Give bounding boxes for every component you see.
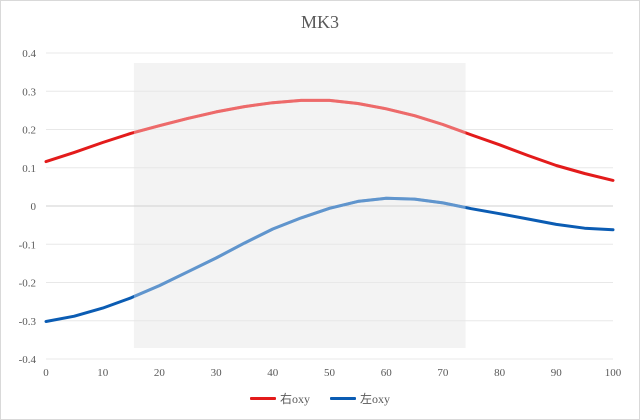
legend-item-1: 右oxy: [249, 390, 310, 407]
x-tick-label: 30: [211, 367, 223, 379]
legend-swatch: [249, 396, 276, 400]
x-tick-label: 0: [43, 367, 49, 379]
legend-swatch: [330, 396, 356, 400]
y-tick-label: 0: [31, 201, 37, 213]
x-tick-label: 50: [324, 367, 336, 379]
x-tick-label: 90: [551, 367, 563, 379]
series-line-2-band-tint: [133, 196, 466, 299]
legend-item-2: 左oxy: [330, 390, 390, 407]
y-tick-label: 0.2: [22, 125, 36, 137]
series-line-1: [44, 98, 615, 182]
x-tick-label: 20: [154, 367, 166, 379]
y-tick-label: -0.3: [19, 316, 37, 328]
legend: 右oxy 左oxy: [0, 388, 640, 408]
x-tick-label: 10: [97, 367, 109, 379]
y-tick-label: 0.3: [22, 86, 36, 98]
series-line-1-band-tint: [133, 98, 466, 135]
x-tick-label: 80: [494, 367, 506, 379]
legend-label: 右oxy: [279, 391, 310, 406]
y-tick-label: 0.4: [22, 48, 36, 60]
y-tick-label: -0.2: [19, 278, 36, 290]
y-tick-label: 0.1: [22, 163, 36, 175]
x-tick-label: 40: [267, 367, 279, 379]
legend-label: 左oxy: [360, 391, 391, 406]
x-tick-label: 60: [381, 367, 393, 379]
series-line-2: [44, 196, 615, 323]
y-tick-label: -0.4: [19, 354, 37, 366]
x-tick-label: 70: [437, 367, 449, 379]
y-tick-label: -0.1: [19, 239, 36, 251]
x-tick-label: 100: [605, 367, 622, 379]
chart-title: MK3: [300, 12, 339, 32]
